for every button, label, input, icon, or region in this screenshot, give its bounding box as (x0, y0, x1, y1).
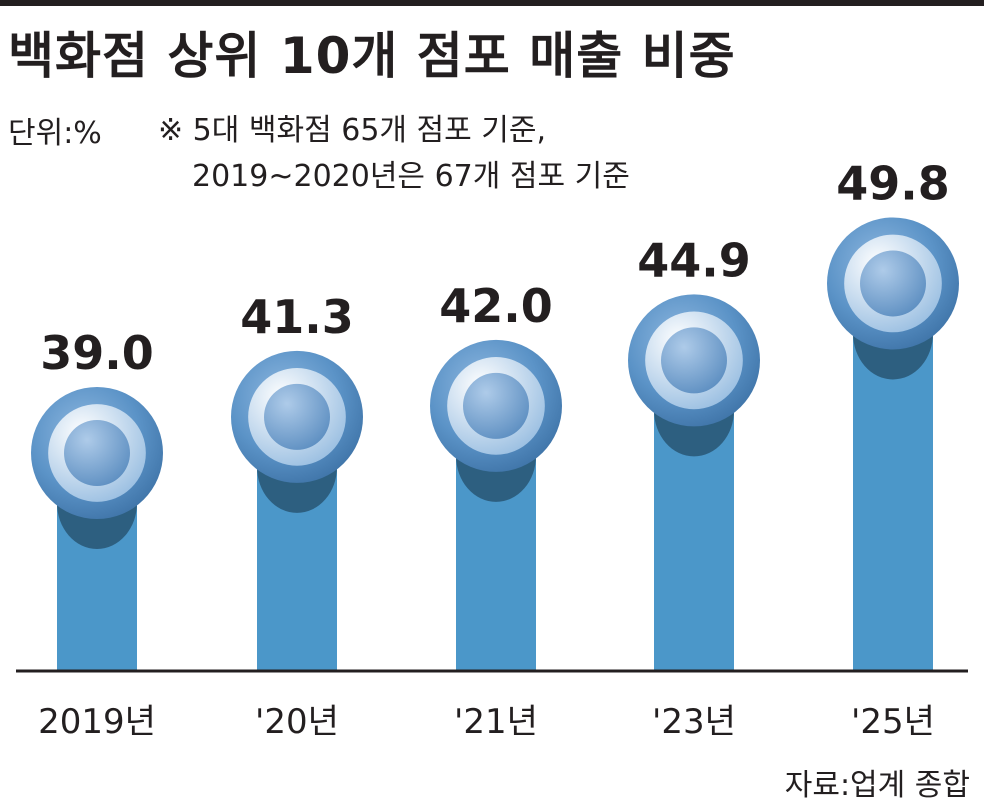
category-label: '23년 (652, 702, 736, 742)
value-label: 44.9 (637, 233, 751, 287)
labels-layer: 39.0 2019년 41.3 '20년 42.0 '21년 44.9 '23년 49.8 '25… (38, 156, 950, 742)
top-rule (0, 0, 984, 6)
category-label: '25년 (851, 702, 935, 742)
footnote-line-1: ※ 5대 백화점 65개 점포 기준, (158, 113, 547, 148)
marker-core (860, 250, 926, 317)
bar-group (31, 387, 163, 671)
marker-core (264, 383, 330, 450)
source-note: 자료:업계 종합 (784, 768, 970, 803)
value-label: 42.0 (439, 279, 553, 333)
bar-group (430, 339, 562, 671)
value-label: 41.3 (240, 290, 354, 344)
category-label: 2019년 (38, 702, 156, 742)
chart-title: 백화점 상위 10개 점포 매출 비중 (8, 27, 736, 85)
bar-group (827, 217, 959, 671)
marker-core (463, 372, 529, 439)
marker-core (661, 327, 727, 394)
unit-label: 단위:% (8, 116, 102, 151)
value-label: 39.0 (40, 326, 154, 380)
footnote: ※ 5대 백화점 65개 점포 기준, 2019~2020년은 67개 점포 기… (158, 108, 630, 200)
category-label: '21년 (454, 702, 538, 742)
category-label: '20년 (255, 702, 339, 742)
bar-group (628, 294, 760, 671)
bar-group (231, 350, 363, 671)
bars-layer (31, 217, 959, 671)
footnote-line-2: 2019~2020년은 67개 점포 기준 (192, 159, 630, 194)
marker-core (64, 420, 130, 486)
value-label: 49.8 (836, 156, 950, 210)
